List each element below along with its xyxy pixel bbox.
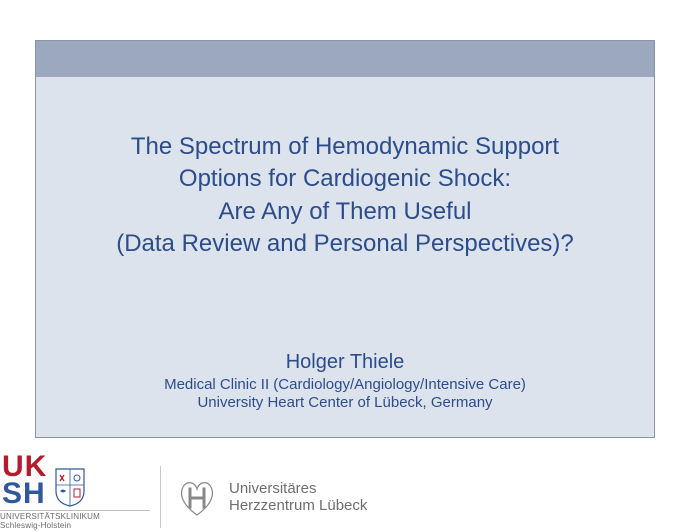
- affiliation-line-2: University Heart Center of Lübeck, Germa…: [36, 394, 654, 413]
- uhl-logo: Universitäres Herzzentrum Lübeck: [160, 466, 367, 528]
- title-line-1: The Spectrum of Hemodynamic Support: [66, 131, 624, 163]
- author-name: Holger Thiele: [36, 351, 654, 374]
- uksh-stack: UK SH: [2, 453, 47, 507]
- uhl-text: Universitäres Herzzentrum Lübeck: [229, 480, 367, 515]
- affiliation-line-1: Medical Clinic II (Cardiology/Angiology/…: [36, 376, 654, 395]
- uksh-sub-l2: Schleswig-Holstein: [0, 521, 150, 530]
- uksh-subtext: UNIVERSITÄTSKLINIKUM Schleswig-Holstein: [0, 510, 150, 530]
- uhl-text-l2: Herzzentrum Lübeck: [229, 497, 367, 514]
- uhl-text-l1: Universitäres: [229, 480, 367, 497]
- author-block: Holger Thiele Medical Clinic II (Cardiol…: [36, 351, 654, 414]
- title-block: The Spectrum of Hemodynamic Support Opti…: [36, 131, 654, 261]
- content-panel: The Spectrum of Hemodynamic Support Opti…: [35, 40, 655, 438]
- title-line-4: (Data Review and Personal Perspectives)?: [66, 228, 624, 260]
- uksh-shield-icon: [54, 467, 86, 507]
- accent-band: [36, 41, 654, 77]
- heart-h-icon: [175, 475, 219, 519]
- uksh-logo: UK SH UNIVERSITÄTSKLINIKUM Schleswig-Hol…: [0, 453, 150, 530]
- sh-letters: SH: [2, 480, 47, 507]
- uk-letters: UK: [2, 453, 47, 480]
- footer-logos: UK SH UNIVERSITÄTSKLINIKUM Schleswig-Hol…: [0, 450, 691, 532]
- uksh-sub-l1: UNIVERSITÄTSKLINIKUM: [0, 512, 150, 521]
- title-line-2: Options for Cardiogenic Shock:: [66, 163, 624, 195]
- slide: The Spectrum of Hemodynamic Support Opti…: [0, 0, 691, 532]
- title-line-3: Are Any of Them Useful: [66, 196, 624, 228]
- uksh-wordmark: UK SH: [0, 453, 150, 507]
